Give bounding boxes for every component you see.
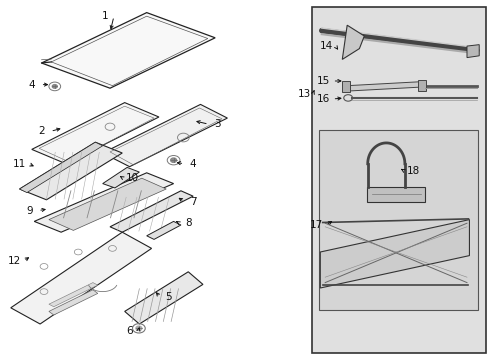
Polygon shape xyxy=(146,221,181,239)
Text: 4: 4 xyxy=(28,80,35,90)
Polygon shape xyxy=(320,220,468,288)
Polygon shape xyxy=(20,142,102,193)
Text: 10: 10 xyxy=(125,173,138,183)
Text: 6: 6 xyxy=(126,326,133,336)
Text: 15: 15 xyxy=(316,76,330,86)
Text: 12: 12 xyxy=(8,256,21,266)
Polygon shape xyxy=(20,142,122,200)
Text: 13: 13 xyxy=(297,89,310,99)
Text: 9: 9 xyxy=(26,206,33,216)
Polygon shape xyxy=(110,191,193,232)
Text: 1: 1 xyxy=(102,11,108,21)
Polygon shape xyxy=(32,103,159,164)
Polygon shape xyxy=(49,178,166,230)
Text: 2: 2 xyxy=(38,126,45,136)
Polygon shape xyxy=(346,82,420,91)
Text: 18: 18 xyxy=(406,166,419,176)
Bar xyxy=(311,7,485,353)
Polygon shape xyxy=(466,45,478,58)
Text: 7: 7 xyxy=(189,197,196,207)
Text: 16: 16 xyxy=(316,94,330,104)
Polygon shape xyxy=(49,283,98,307)
Polygon shape xyxy=(102,167,139,188)
Circle shape xyxy=(136,326,142,330)
Text: 17: 17 xyxy=(309,220,323,230)
Bar xyxy=(318,130,477,310)
Polygon shape xyxy=(124,272,203,324)
Circle shape xyxy=(170,158,176,162)
Polygon shape xyxy=(102,104,227,167)
Polygon shape xyxy=(366,187,425,202)
Text: 4: 4 xyxy=(189,159,196,169)
Polygon shape xyxy=(34,173,173,232)
Polygon shape xyxy=(41,13,215,88)
Polygon shape xyxy=(49,290,98,315)
Text: 8: 8 xyxy=(184,218,191,228)
Text: 11: 11 xyxy=(13,159,26,169)
Polygon shape xyxy=(342,25,364,59)
Polygon shape xyxy=(417,80,426,91)
Text: 5: 5 xyxy=(165,292,172,302)
Text: 3: 3 xyxy=(214,119,221,129)
Text: 14: 14 xyxy=(319,41,333,51)
Polygon shape xyxy=(11,232,151,324)
Circle shape xyxy=(52,85,57,88)
Polygon shape xyxy=(342,81,349,92)
